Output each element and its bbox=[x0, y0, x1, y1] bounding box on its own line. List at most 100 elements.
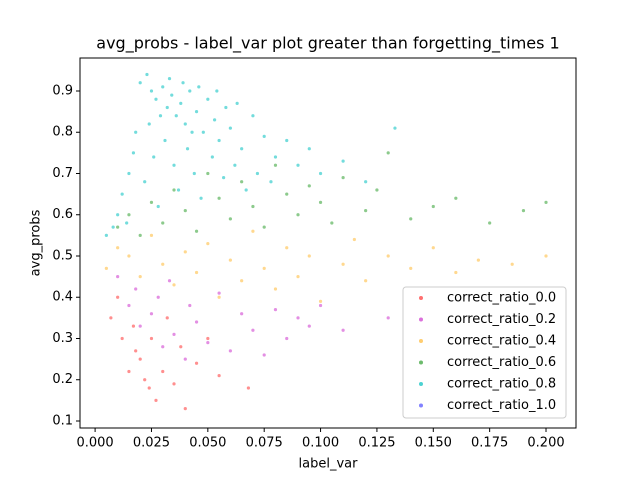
point bbox=[251, 204, 255, 209]
point bbox=[318, 171, 323, 176]
point bbox=[116, 246, 120, 250]
point bbox=[341, 262, 345, 266]
point bbox=[235, 101, 239, 105]
point bbox=[190, 130, 194, 134]
axes-frame bbox=[79, 57, 577, 429]
point bbox=[521, 209, 526, 213]
point bbox=[197, 85, 201, 89]
point bbox=[167, 279, 172, 283]
point bbox=[172, 332, 176, 336]
point bbox=[285, 138, 289, 143]
point bbox=[285, 246, 289, 250]
point bbox=[269, 180, 273, 184]
point bbox=[262, 134, 266, 138]
x-tick-label: 0.075 bbox=[246, 436, 283, 451]
y-tick-label: 0.8 bbox=[52, 125, 73, 140]
point bbox=[194, 320, 199, 324]
point bbox=[233, 163, 237, 167]
point bbox=[185, 147, 190, 151]
point bbox=[131, 324, 136, 328]
point bbox=[161, 345, 165, 349]
point bbox=[116, 213, 120, 217]
point bbox=[172, 188, 176, 192]
point bbox=[183, 250, 187, 254]
point bbox=[179, 101, 183, 105]
point bbox=[176, 188, 181, 192]
legend-label: correct_ratio_1.0 bbox=[447, 398, 556, 413]
point bbox=[240, 180, 244, 184]
point bbox=[134, 349, 138, 353]
point bbox=[104, 266, 108, 270]
point bbox=[192, 171, 196, 176]
x-tick-label: 0.050 bbox=[189, 436, 226, 451]
point bbox=[217, 138, 221, 143]
point bbox=[183, 357, 187, 361]
point bbox=[134, 287, 138, 291]
point bbox=[273, 163, 278, 167]
y-tick-label: 0.9 bbox=[52, 83, 73, 98]
legend-label: correct_ratio_0.6 bbox=[447, 355, 556, 370]
point bbox=[149, 336, 154, 341]
point bbox=[409, 266, 413, 270]
point bbox=[149, 89, 154, 93]
point bbox=[183, 209, 187, 213]
point bbox=[318, 299, 323, 303]
point bbox=[179, 345, 183, 349]
legend-marker bbox=[419, 296, 423, 300]
point bbox=[217, 291, 221, 295]
legend-label: correct_ratio_0.4 bbox=[447, 334, 556, 349]
point bbox=[454, 196, 458, 200]
plot-area bbox=[104, 72, 548, 411]
point bbox=[116, 295, 120, 299]
y-tick-label: 0.3 bbox=[52, 331, 73, 346]
point bbox=[170, 93, 174, 97]
point bbox=[240, 312, 244, 316]
point bbox=[262, 225, 266, 229]
point bbox=[251, 229, 255, 233]
x-tick-label: 0.100 bbox=[302, 436, 339, 451]
x-tick-label: 0.175 bbox=[471, 436, 508, 451]
point bbox=[131, 151, 136, 155]
point bbox=[194, 229, 199, 233]
x-tick-label: 0.000 bbox=[76, 436, 113, 451]
point bbox=[228, 258, 232, 262]
point bbox=[149, 233, 154, 237]
point bbox=[127, 171, 131, 176]
legend-marker bbox=[419, 317, 423, 322]
point bbox=[364, 279, 368, 283]
point bbox=[183, 407, 187, 411]
point bbox=[104, 233, 108, 237]
point bbox=[147, 386, 151, 390]
x-tick-label: 0.200 bbox=[527, 436, 564, 451]
point bbox=[307, 147, 311, 151]
point bbox=[228, 126, 232, 130]
point bbox=[156, 295, 160, 299]
point bbox=[206, 171, 210, 176]
point bbox=[255, 171, 260, 176]
point bbox=[476, 258, 480, 262]
legend-marker bbox=[419, 360, 423, 365]
point bbox=[125, 221, 129, 225]
y-tick-label: 0.7 bbox=[52, 166, 73, 181]
x-tick-label: 0.150 bbox=[415, 436, 452, 451]
point bbox=[386, 316, 390, 320]
point bbox=[194, 270, 199, 275]
point bbox=[183, 122, 187, 126]
legend-marker bbox=[419, 403, 423, 408]
point bbox=[246, 386, 251, 390]
legend-marker bbox=[419, 382, 423, 386]
point bbox=[296, 213, 300, 217]
point bbox=[273, 287, 278, 291]
point bbox=[251, 328, 255, 332]
point bbox=[152, 155, 156, 159]
point bbox=[488, 221, 492, 225]
point bbox=[120, 336, 124, 341]
point bbox=[111, 225, 115, 229]
point bbox=[109, 316, 113, 320]
point bbox=[138, 275, 142, 279]
point bbox=[194, 361, 199, 365]
point bbox=[194, 110, 199, 114]
point bbox=[386, 254, 390, 258]
point bbox=[206, 97, 210, 101]
point bbox=[172, 283, 176, 287]
